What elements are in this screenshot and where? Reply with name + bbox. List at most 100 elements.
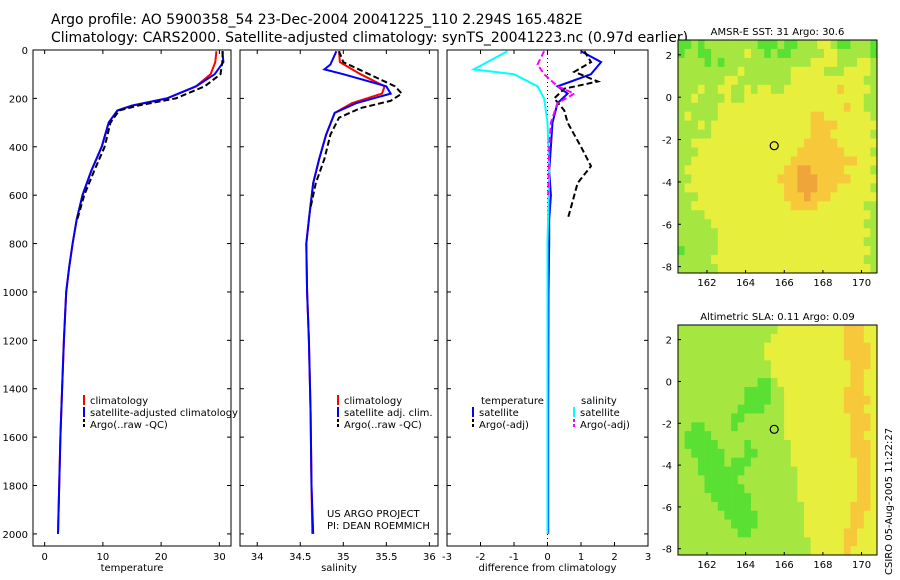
sst_map-cell [777, 255, 785, 265]
sst_map-cell [750, 165, 758, 175]
sst_map-cell [704, 75, 712, 86]
sst_map-cell [737, 210, 745, 220]
sla_map-cell [704, 325, 712, 335]
temperature-ytick-label: 200 [9, 94, 28, 105]
sla_map-cell [764, 325, 772, 335]
sla_map-cell [823, 519, 831, 529]
sla_map-cell [830, 422, 838, 432]
sst_map-cell [850, 210, 858, 220]
sla_map-cell [697, 484, 705, 494]
sla_map-cell [711, 546, 719, 556]
sla_map-cell [704, 475, 712, 485]
sla_map-cell [843, 448, 851, 458]
sla_map-cell [750, 386, 758, 397]
sla_map-cell [691, 325, 699, 335]
sla_map-cell [863, 404, 871, 414]
sst_map-cell [830, 48, 838, 59]
sst_map-cell [804, 75, 811, 86]
sla_map-cell [817, 342, 825, 352]
sla_map-cell [717, 510, 725, 520]
sst_map-cell [777, 66, 785, 77]
sla_map-cell [817, 360, 825, 370]
sla_map-cell [797, 325, 805, 335]
sla_map-cell [843, 484, 851, 494]
sla_map-cell [684, 519, 692, 529]
sla_map-cell [810, 431, 818, 441]
sla_map-cell [750, 422, 758, 432]
sla_map-cell [810, 386, 818, 397]
sla_map-cell [757, 493, 765, 503]
sst_map-cell [770, 102, 778, 112]
sst_map-cell [757, 156, 765, 166]
sla_map-cell [777, 501, 785, 512]
sla_map-cell [684, 484, 692, 494]
sst_map-cell [737, 66, 745, 77]
sla_map-cell [750, 537, 758, 547]
salinity-panel: 34 34.5 35 35.5 36salinityclimatologysatelli… [239, 49, 439, 574]
sla_map-cell [777, 484, 785, 494]
sla_map-cell [784, 440, 792, 450]
sst_map-cell [797, 129, 805, 139]
sla_map-cell [684, 386, 692, 397]
sla_map-cell [784, 448, 792, 458]
sla_map-cell [857, 325, 865, 335]
sst_map-cell [750, 75, 758, 86]
difference-series-temperature-satellite [547, 50, 603, 534]
sla_map-cell [724, 413, 732, 423]
sla_map-cell [817, 378, 825, 388]
sla_map-cell [697, 501, 705, 512]
sla_map-cell [830, 510, 838, 520]
sst_map-xtick-label: 162 [697, 278, 716, 289]
sst_map-cell [830, 84, 838, 95]
sla_map-cell [823, 493, 831, 503]
sla_map-cell [731, 431, 738, 441]
sla_map-cell [750, 484, 758, 494]
sst_map-cell [757, 40, 765, 50]
sla_map-cell [810, 413, 818, 423]
sst_map-cell [757, 129, 765, 139]
difference-series-salinity-argo-adj- [536, 50, 577, 196]
sst_map-cell [784, 192, 792, 202]
sst_map-cell [850, 165, 858, 175]
difference-series-temperature-argo-adj- [552, 50, 602, 220]
sst_map-cell [830, 102, 838, 112]
sla_map-cell [830, 448, 838, 458]
sst_map-cell [843, 255, 851, 265]
sla_map-cell [704, 484, 712, 494]
sla_map-cell [678, 475, 685, 485]
sla_map-cell [731, 422, 738, 432]
sla_map-cell [777, 386, 785, 397]
sst_map-cell [737, 246, 745, 256]
sla_map-cell [863, 395, 871, 405]
sst_map-cell [697, 40, 705, 50]
sla_map-cell [823, 395, 831, 405]
sst_map-cell [711, 174, 719, 184]
sst_map-cell [870, 75, 878, 86]
sla_map-cell [711, 537, 719, 547]
sst_map-cell [837, 111, 845, 121]
sla_map-cell [843, 342, 851, 352]
sla_map-cell [757, 404, 765, 414]
sla_map-xtick-label: 168 [813, 560, 832, 571]
sst_map-cell [870, 255, 878, 265]
sla_map-cell [724, 369, 732, 379]
sla_map-cell [764, 342, 772, 352]
sla_map-cell [744, 360, 752, 370]
sla_map-cell [744, 404, 752, 414]
sla_map-cell [678, 360, 685, 370]
sst_map-cell [704, 40, 712, 50]
sst_map-cell [704, 228, 712, 238]
sst_map-cell [678, 147, 685, 157]
sla_map-cell [757, 475, 765, 485]
sst_map-cell [870, 111, 878, 121]
sla_map-cell [697, 333, 705, 343]
sla_map-cell [837, 342, 845, 352]
sst_map-cell [857, 228, 865, 238]
sla_map-cell [764, 413, 772, 423]
sst_map-cell [711, 129, 719, 139]
sla_map-cell [678, 422, 685, 432]
sst_map-cell [737, 156, 745, 166]
sst_map-cell [717, 228, 725, 238]
sla_map-cell [697, 325, 705, 335]
sst_map-cell [857, 75, 865, 86]
